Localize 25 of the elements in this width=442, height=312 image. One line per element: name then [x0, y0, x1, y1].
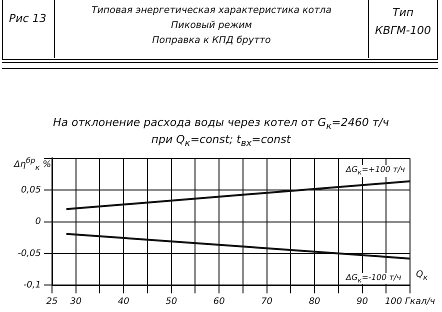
x-tick-label: 100 Гкал/ч: [384, 296, 436, 307]
series-label: ΔG$_{к}$=-100 т/ч: [344, 272, 404, 284]
y-axis-title: Δη$^{бр}$$_{к}$ %: [14, 156, 52, 173]
x-tick-label: 90: [356, 296, 368, 307]
x-tick-label: 80: [308, 296, 321, 307]
text: Рис 13: [3, 0, 55, 58]
x-tick-label: 50: [166, 296, 178, 307]
y-tick-label: -0,1: [23, 280, 41, 291]
x-tick-label: 70: [261, 296, 273, 307]
text: КВГМ-100: [374, 23, 432, 39]
text: Пиковый режим: [170, 19, 253, 33]
text: На отклонение расхода воды через котел от G$_{к}$=2460 т/ч: [52, 116, 390, 134]
x-tick-label: 60: [213, 296, 226, 307]
x-tick-label: 40: [118, 296, 130, 307]
text: Тип: [391, 5, 415, 21]
chart-title: Типовая энергетическая характеристика котла: [90, 4, 333, 18]
y-tick-label: 0,05: [20, 185, 42, 196]
x-tick-label: 25: [46, 296, 58, 307]
y-tick-label: 0: [35, 217, 42, 228]
x-axis-title: Q$_{к}$: [416, 270, 428, 282]
text: Поправка к КПД брутто: [151, 34, 272, 48]
y-tick-label: -0,05: [18, 248, 42, 259]
text: при Q$_{к}$=const; t$_{вх}$=const: [150, 133, 292, 150]
x-tick-label: 30: [70, 296, 82, 307]
series-label: ΔG$_{к}$=+100 т/ч: [344, 165, 408, 177]
